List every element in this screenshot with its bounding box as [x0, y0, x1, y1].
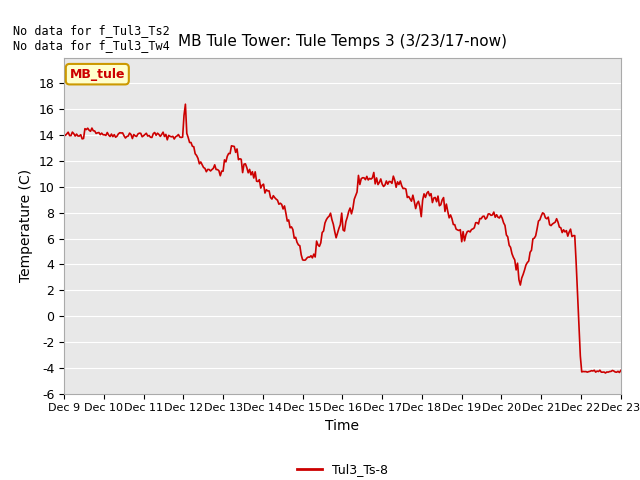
X-axis label: Time: Time [325, 419, 360, 433]
Title: MB Tule Tower: Tule Temps 3 (3/23/17-now): MB Tule Tower: Tule Temps 3 (3/23/17-now… [178, 35, 507, 49]
Y-axis label: Temperature (C): Temperature (C) [19, 169, 33, 282]
Text: No data for f_Tul3_Ts2
No data for f_Tul3_Tw4: No data for f_Tul3_Ts2 No data for f_Tul… [13, 24, 170, 52]
Text: MB_tule: MB_tule [70, 68, 125, 81]
Legend: Tul3_Ts-8: Tul3_Ts-8 [292, 458, 393, 480]
